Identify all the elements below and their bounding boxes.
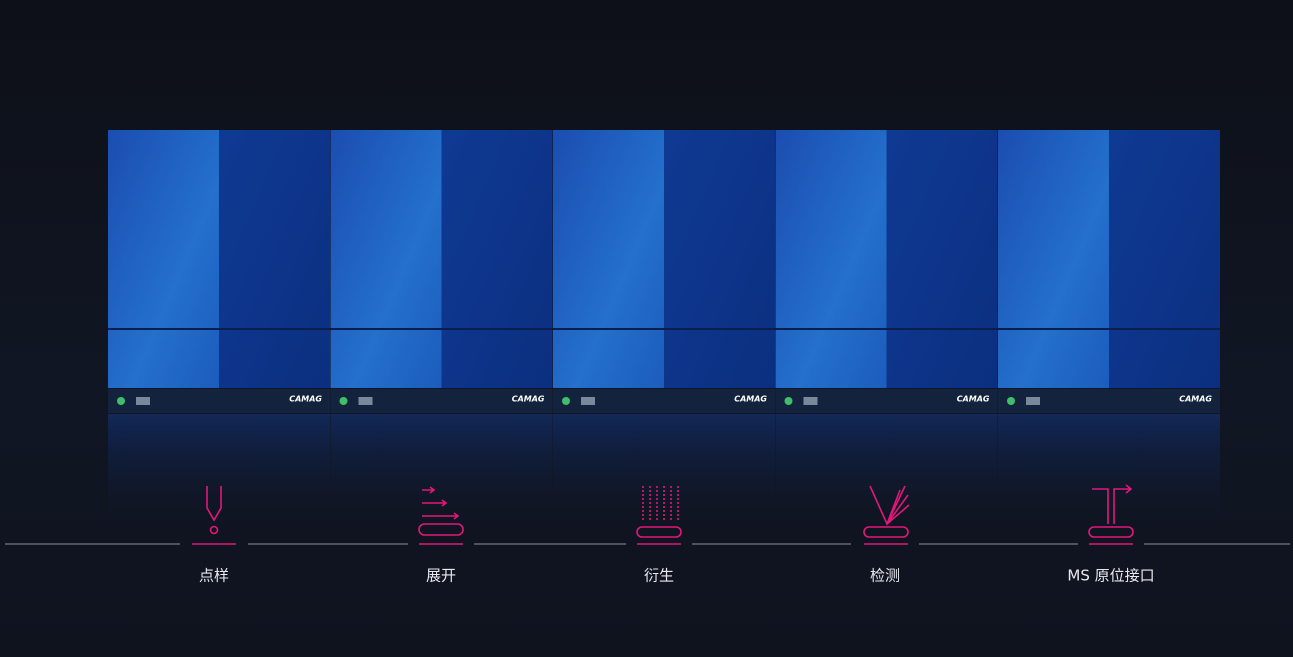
instrument-face-right [219, 130, 330, 388]
brand-logo: CAMAG [957, 395, 990, 404]
status-light [784, 397, 793, 405]
instrument-face-left [775, 130, 887, 388]
instrument-face-right [441, 130, 553, 388]
brand-logo: CAMAG [1179, 395, 1212, 404]
icon-derivatization [642, 486, 679, 522]
icon-application [192, 486, 236, 545]
instrument: CAMAG [108, 130, 330, 540]
step-label: 衍生 [644, 567, 674, 585]
status-light [339, 397, 348, 405]
icons [192, 484, 1134, 545]
instrument-reflection [553, 414, 775, 540]
instrument-tag [136, 397, 150, 405]
step-label: 点样 [199, 567, 229, 585]
instrument-reflection [330, 414, 553, 540]
instrument-reflection [775, 414, 998, 540]
icon-development [418, 486, 464, 545]
brand-logo: CAMAG [512, 395, 545, 404]
instrument: CAMAG [998, 130, 1220, 540]
instrument-reflection [108, 414, 330, 540]
step-labels: 点样 展开 衍生 检测 MS 原位接口 [199, 567, 1155, 585]
instrument-tag [1026, 397, 1040, 405]
instrument-face-right [1109, 130, 1220, 388]
status-light [117, 397, 125, 405]
instrument-tag [581, 397, 595, 405]
status-light [562, 397, 570, 405]
status-light [1007, 397, 1015, 405]
instruments: CAMAG CAMAG CAMAG CAMAG CAMAG [108, 130, 1220, 540]
icon-ms-interface [1088, 484, 1134, 545]
step-label: MS 原位接口 [1067, 567, 1154, 585]
instrument-face-right [664, 130, 775, 388]
instrument-face-left [330, 130, 442, 388]
instrument-reflection [998, 414, 1220, 540]
instrument-face-right [886, 130, 998, 388]
icon-detection [863, 485, 910, 545]
icon-derivatization-base [636, 526, 682, 545]
instrument-tag [358, 397, 373, 405]
instrument-face-left [998, 130, 1109, 388]
brand-logo: CAMAG [734, 395, 767, 404]
brand-logo: CAMAG [289, 395, 322, 404]
instrument: CAMAG [330, 130, 553, 540]
instrument-face-left [108, 130, 219, 388]
step-label: 展开 [426, 567, 456, 585]
instrument: CAMAG [775, 130, 998, 540]
instrument: CAMAG [553, 130, 775, 540]
step-label: 检测 [870, 567, 900, 585]
instrument-face-left [553, 130, 664, 388]
instrument-tag [803, 397, 818, 405]
